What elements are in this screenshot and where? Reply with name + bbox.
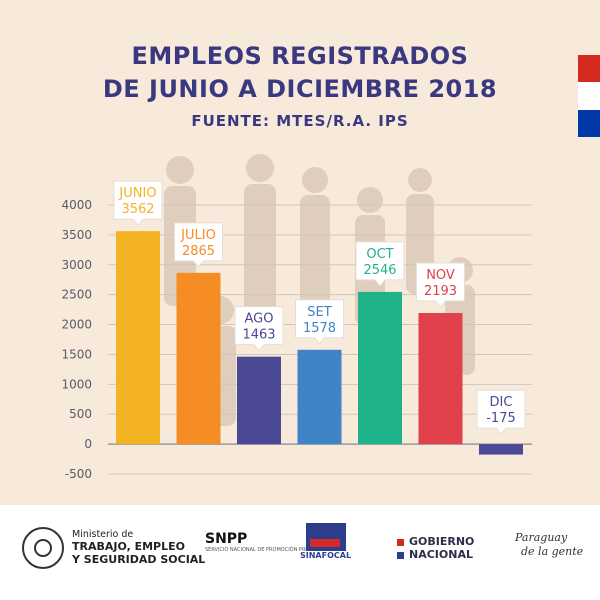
red-square-icon (397, 538, 404, 546)
ministry-logo: Ministerio de TRABAJO, EMPLEO Y SEGURIDA… (22, 527, 205, 569)
ministry-prefix: Ministerio de (72, 529, 134, 540)
bar-set (297, 349, 342, 445)
bar-chart: 4000 3500 3000 2500 2000 1500 1000 500 0 -500 JUN… (61, 180, 532, 481)
ministry-line-2: Y SEGURIDAD SOCIAL (72, 553, 206, 566)
category-label: JULIO (180, 228, 216, 243)
data-label-box (355, 241, 405, 287)
data-label-dic: DIC-175 (476, 389, 526, 435)
data-label-box (234, 306, 284, 352)
y-tick-label: 500 (69, 407, 92, 421)
footer: Ministerio de TRABAJO, EMPLEO Y SEGURIDA… (0, 505, 600, 600)
y-tick-label: 1000 (61, 377, 92, 391)
value-label: 1578 (303, 321, 336, 336)
y-tick-label: 1500 (61, 347, 92, 361)
title-line-1: EMPLEOS REGISTRADOS (131, 42, 469, 70)
blue-square-icon (397, 551, 404, 559)
category-label: AGO (245, 312, 274, 327)
value-label: 1463 (242, 328, 275, 343)
bar-junio (116, 231, 160, 445)
gobierno-line-1: GOBIERNO (409, 535, 475, 548)
y-tick-label: -500 (65, 467, 92, 481)
value-label: 2193 (424, 284, 457, 299)
bar-ago (237, 356, 281, 445)
sinafocal-icon (305, 523, 346, 551)
category-label: DIC (490, 395, 513, 410)
data-label-box (295, 299, 344, 345)
value-label: 3562 (121, 202, 154, 217)
sinafocal-text: SINAFOCAL (300, 551, 352, 560)
paraguay-slogan: Paraguay de la gente (515, 531, 583, 559)
ministry-seal-icon (22, 527, 64, 569)
snpp-logo: SNPP SERVICIO NACIONAL DE PROMOCIÓN PROF… (205, 531, 334, 553)
paraguay-flag-icon (578, 55, 600, 137)
bar-oct (358, 291, 402, 445)
gobierno-logo: GOBIERNO NACIONAL (397, 535, 474, 561)
snpp-subtitle: SERVICIO NACIONAL DE PROMOCIÓN PROFESION… (205, 547, 334, 553)
slogan-line-2: de la gente (521, 545, 584, 558)
sinafocal-logo: SINAFOCAL (300, 523, 351, 560)
category-label: NOV (426, 268, 455, 283)
data-label-box (416, 262, 465, 308)
data-label-box (174, 222, 223, 268)
y-tick-label: 2500 (61, 288, 92, 302)
title-line-2: DE JUNIO A DICIEMBRE 2018 (102, 75, 498, 103)
snpp-text: SNPP (205, 531, 248, 547)
y-tick-label: 2000 (61, 318, 92, 332)
gobierno-line-2: NACIONAL (409, 548, 473, 561)
value-label: 2546 (363, 263, 396, 278)
ministry-text: Ministerio de TRABAJO, EMPLEO Y SEGURIDA… (72, 529, 205, 567)
y-tick-label: 3500 (61, 228, 92, 242)
source-text: FUENTE: MTES/R.A. IPS (191, 112, 409, 130)
category-label: JUNIO (118, 186, 156, 201)
y-tick-label: 0 (84, 437, 92, 451)
bar-dic (479, 444, 523, 455)
y-tick-label: 3000 (61, 258, 92, 272)
ministry-line-1: TRABAJO, EMPLEO (72, 540, 185, 553)
y-tick-label: 4000 (61, 198, 92, 212)
data-label-box (113, 180, 163, 226)
category-label: OCT (366, 247, 393, 262)
bar-nov (418, 313, 463, 445)
value-label: -175 (486, 411, 516, 426)
slogan-line-1: Paraguay (515, 531, 568, 544)
data-label-box (476, 389, 526, 435)
bar-julio (176, 272, 221, 445)
value-label: 2865 (182, 244, 215, 259)
category-label: SET (307, 305, 331, 320)
